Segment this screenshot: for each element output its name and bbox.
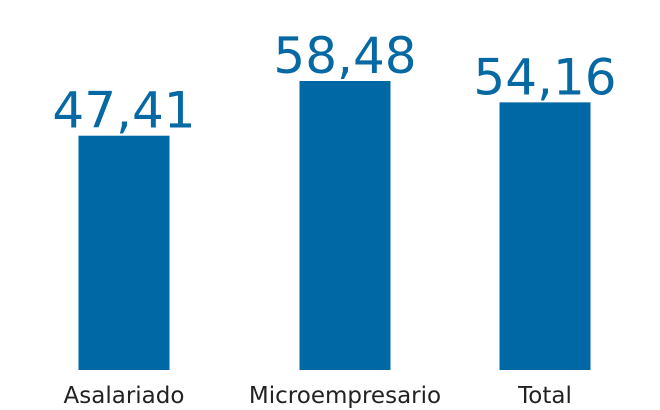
bar [78, 135, 170, 370]
bar [299, 81, 391, 370]
value-label: 58,48 [273, 27, 416, 85]
value-label: 47,41 [52, 82, 195, 140]
category-label: Total [517, 383, 572, 409]
category-label: Microempresario [249, 383, 441, 409]
value-label: 54,16 [473, 48, 616, 106]
bar [499, 102, 591, 370]
category-label: Asalariado [64, 383, 185, 409]
